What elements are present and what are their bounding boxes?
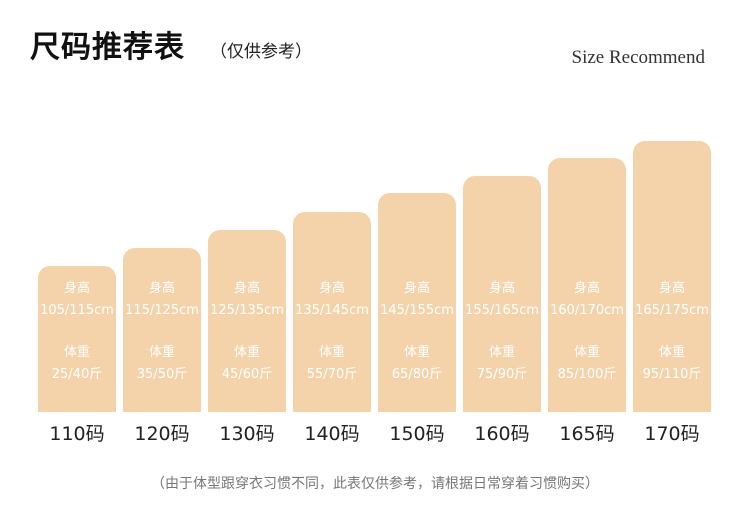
weight-label: 体重 (403, 345, 430, 360)
page-title: 尺码推荐表 (30, 30, 185, 65)
spacer (633, 322, 711, 342)
size-label: 165码 (559, 423, 615, 445)
size-bar (463, 176, 541, 412)
size-label: 110码 (49, 423, 105, 445)
size-bar-info: 身高 105/115cm 体重 25/40斤 (38, 278, 116, 386)
weight-value: 45/60斤 (221, 367, 273, 382)
weight-value: 25/40斤 (51, 367, 103, 382)
size-bar-info: 身高 145/155cm 体重 65/80斤 (378, 278, 456, 386)
size-bar (548, 158, 626, 412)
height-value: 155/165cm (465, 303, 539, 318)
size-bar (378, 193, 456, 412)
weight-value: 85/100斤 (557, 367, 617, 382)
spacer (208, 322, 286, 342)
height-label: 身高 (658, 281, 685, 296)
size-bar (633, 141, 711, 412)
size-label: 170码 (644, 423, 700, 445)
weight-label: 体重 (233, 345, 260, 360)
height-label: 身高 (488, 281, 515, 296)
height-label: 身高 (148, 281, 175, 296)
spacer (38, 322, 116, 342)
size-bar (123, 248, 201, 412)
footnote: （由于体型跟穿衣习惯不同，此表仅供参考，请根据日常穿着习惯购买） (151, 476, 599, 492)
weight-value: 65/80斤 (391, 367, 443, 382)
height-value: 145/155cm (380, 303, 454, 318)
spacer (378, 322, 456, 342)
weight-value: 35/50斤 (136, 367, 188, 382)
page-subtitle: （仅供参考） (210, 42, 312, 62)
weight-value: 75/90斤 (476, 367, 528, 382)
height-value: 105/115cm (40, 303, 114, 318)
size-bar-info: 身高 125/135cm 体重 45/60斤 (208, 278, 286, 386)
weight-label: 体重 (148, 345, 175, 360)
height-value: 160/170cm (550, 303, 624, 318)
height-label: 身高 (233, 281, 260, 296)
height-value: 125/135cm (210, 303, 284, 318)
height-label: 身高 (403, 281, 430, 296)
height-value: 135/145cm (295, 303, 369, 318)
size-bar (38, 266, 116, 412)
weight-label: 体重 (573, 345, 600, 360)
size-bar-info: 身高 135/145cm 体重 55/70斤 (293, 278, 371, 386)
size-bar (208, 230, 286, 412)
spacer (548, 322, 626, 342)
size-bar-info: 身高 165/175cm 体重 95/110斤 (633, 278, 711, 386)
weight-value: 95/110斤 (642, 367, 702, 382)
size-bar-info: 身高 155/165cm 体重 75/90斤 (463, 278, 541, 386)
size-bar-info: 身高 115/125cm 体重 35/50斤 (123, 278, 201, 386)
height-value: 165/175cm (635, 303, 709, 318)
height-value: 115/125cm (125, 303, 199, 318)
size-label: 160码 (474, 423, 530, 445)
spacer (293, 322, 371, 342)
weight-value: 55/70斤 (306, 367, 358, 382)
weight-label: 体重 (318, 345, 345, 360)
spacer (123, 322, 201, 342)
height-label: 身高 (573, 281, 600, 296)
spacer (463, 322, 541, 342)
weight-label: 体重 (658, 345, 685, 360)
size-label: 120码 (134, 423, 190, 445)
weight-label: 体重 (63, 345, 90, 360)
size-label: 130码 (219, 423, 275, 445)
height-label: 身高 (63, 281, 90, 296)
size-bar (293, 212, 371, 412)
height-label: 身高 (318, 281, 345, 296)
size-label: 140码 (304, 423, 360, 445)
english-title: Size Recommend (571, 47, 706, 68)
size-bar-info: 身高 160/170cm 体重 85/100斤 (548, 278, 626, 386)
size-label: 150码 (389, 423, 445, 445)
weight-label: 体重 (488, 345, 515, 360)
